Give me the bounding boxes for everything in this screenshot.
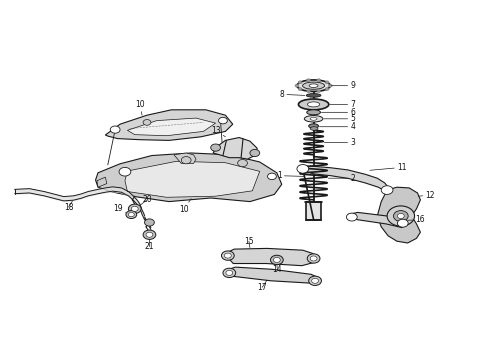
Circle shape: [110, 126, 120, 133]
Text: 21: 21: [145, 239, 154, 251]
Circle shape: [211, 144, 220, 151]
Ellipse shape: [298, 99, 329, 110]
Circle shape: [221, 251, 234, 260]
Text: 1: 1: [277, 171, 305, 180]
Circle shape: [387, 206, 415, 226]
Circle shape: [270, 255, 283, 265]
Text: 6: 6: [321, 108, 355, 117]
Ellipse shape: [308, 102, 319, 107]
Text: 13: 13: [211, 126, 225, 137]
Ellipse shape: [307, 110, 320, 115]
Circle shape: [328, 84, 332, 87]
Ellipse shape: [309, 84, 318, 87]
Circle shape: [307, 254, 320, 263]
Polygon shape: [125, 161, 260, 197]
Polygon shape: [105, 110, 233, 140]
Circle shape: [309, 276, 321, 285]
Circle shape: [119, 167, 131, 176]
Polygon shape: [348, 212, 407, 228]
Circle shape: [131, 206, 138, 211]
Ellipse shape: [303, 82, 324, 89]
Circle shape: [325, 87, 329, 90]
Text: 7: 7: [330, 100, 355, 109]
Circle shape: [295, 84, 299, 87]
Text: 5: 5: [324, 114, 355, 123]
Text: 19: 19: [113, 204, 125, 213]
Circle shape: [298, 81, 302, 84]
Circle shape: [393, 211, 408, 221]
Text: 11: 11: [370, 163, 407, 172]
Text: 10: 10: [135, 100, 145, 115]
Circle shape: [226, 270, 233, 275]
Polygon shape: [97, 177, 107, 187]
Polygon shape: [377, 187, 420, 243]
Text: 10: 10: [179, 199, 191, 214]
Circle shape: [219, 117, 227, 124]
Circle shape: [145, 219, 154, 226]
Circle shape: [224, 253, 231, 258]
Polygon shape: [213, 138, 257, 159]
Circle shape: [268, 173, 276, 180]
Circle shape: [317, 90, 321, 93]
Text: 15: 15: [244, 237, 254, 248]
Text: 12: 12: [418, 191, 435, 199]
Circle shape: [298, 87, 302, 90]
Circle shape: [146, 232, 153, 237]
Circle shape: [128, 212, 134, 217]
Circle shape: [238, 159, 247, 167]
Text: 2: 2: [328, 174, 355, 183]
Ellipse shape: [304, 116, 323, 122]
Circle shape: [128, 204, 141, 213]
Circle shape: [223, 268, 236, 278]
Text: 14: 14: [272, 265, 282, 274]
Circle shape: [397, 213, 404, 219]
Circle shape: [143, 120, 151, 125]
Polygon shape: [225, 267, 321, 283]
Circle shape: [306, 90, 310, 93]
Polygon shape: [127, 118, 216, 136]
Circle shape: [346, 213, 357, 221]
Circle shape: [126, 211, 137, 219]
Text: 4: 4: [319, 122, 355, 131]
Circle shape: [310, 256, 317, 261]
Text: 17: 17: [257, 280, 267, 292]
Ellipse shape: [297, 80, 330, 91]
Circle shape: [273, 257, 280, 262]
Circle shape: [306, 79, 310, 82]
Polygon shape: [96, 153, 282, 202]
Text: 8: 8: [279, 90, 305, 99]
Circle shape: [312, 278, 318, 283]
Text: 20: 20: [140, 195, 152, 205]
Polygon shape: [174, 153, 196, 163]
Circle shape: [317, 79, 321, 82]
Text: 3: 3: [324, 138, 355, 147]
Circle shape: [143, 230, 156, 239]
Text: 18: 18: [64, 201, 74, 211]
Circle shape: [250, 149, 260, 157]
Circle shape: [181, 157, 191, 164]
Circle shape: [397, 219, 408, 227]
Polygon shape: [306, 202, 321, 220]
Ellipse shape: [310, 127, 318, 130]
Text: 16: 16: [408, 215, 425, 224]
Ellipse shape: [310, 117, 317, 120]
Circle shape: [297, 165, 309, 173]
Circle shape: [325, 81, 329, 84]
Ellipse shape: [306, 94, 321, 97]
Text: 9: 9: [331, 81, 355, 90]
Circle shape: [381, 186, 393, 194]
Ellipse shape: [309, 124, 318, 128]
Polygon shape: [224, 248, 318, 266]
Polygon shape: [299, 166, 390, 192]
